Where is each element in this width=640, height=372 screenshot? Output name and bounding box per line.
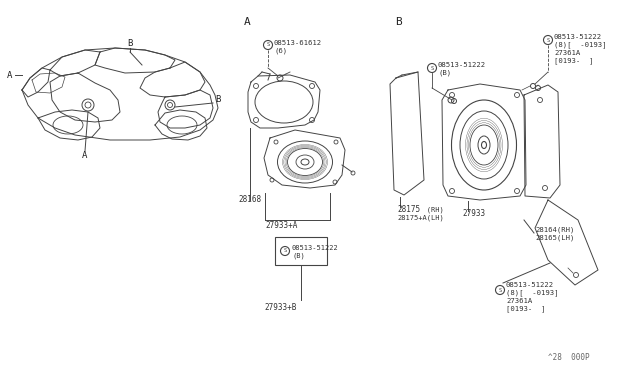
Text: 27361A: 27361A bbox=[506, 298, 532, 304]
Text: B: B bbox=[127, 38, 132, 48]
Text: S: S bbox=[430, 65, 434, 71]
Text: S: S bbox=[547, 38, 550, 42]
Text: (8)[  -0193]: (8)[ -0193] bbox=[506, 290, 559, 296]
Text: A: A bbox=[83, 151, 88, 160]
Text: B: B bbox=[215, 96, 221, 105]
Bar bbox=[275, 237, 327, 265]
Text: A: A bbox=[244, 17, 251, 27]
Text: 08513-51222: 08513-51222 bbox=[438, 62, 486, 68]
Text: (RH): (RH) bbox=[414, 207, 444, 213]
Text: (B): (B) bbox=[292, 253, 305, 259]
Text: S: S bbox=[499, 288, 502, 292]
Text: 28168: 28168 bbox=[238, 196, 261, 205]
Text: (8)[  -0193]: (8)[ -0193] bbox=[554, 42, 607, 48]
Text: 27933: 27933 bbox=[462, 208, 485, 218]
Text: B: B bbox=[395, 17, 402, 27]
Text: ^28  000P: ^28 000P bbox=[548, 353, 589, 362]
Text: 08513-51222: 08513-51222 bbox=[554, 34, 602, 40]
Text: (B): (B) bbox=[438, 70, 451, 76]
Text: [0193-  ]: [0193- ] bbox=[506, 306, 545, 312]
Text: 27933+A: 27933+A bbox=[265, 221, 298, 231]
Text: 08513-51222: 08513-51222 bbox=[506, 282, 554, 288]
Text: 08513-51222: 08513-51222 bbox=[292, 245, 339, 251]
Text: A: A bbox=[7, 71, 13, 80]
Text: S: S bbox=[266, 42, 269, 48]
Text: 28165(LH): 28165(LH) bbox=[535, 235, 574, 241]
Text: 28175: 28175 bbox=[397, 205, 420, 215]
Text: 28164(RH): 28164(RH) bbox=[535, 227, 574, 233]
Text: 28175+A(LH): 28175+A(LH) bbox=[397, 215, 444, 221]
Text: [0193-  ]: [0193- ] bbox=[554, 58, 593, 64]
Text: 27361A: 27361A bbox=[554, 50, 580, 56]
Text: 08513-61612: 08513-61612 bbox=[274, 40, 322, 46]
Text: S: S bbox=[284, 248, 287, 253]
Text: 27933+B: 27933+B bbox=[264, 304, 296, 312]
Text: (6): (6) bbox=[274, 48, 287, 54]
